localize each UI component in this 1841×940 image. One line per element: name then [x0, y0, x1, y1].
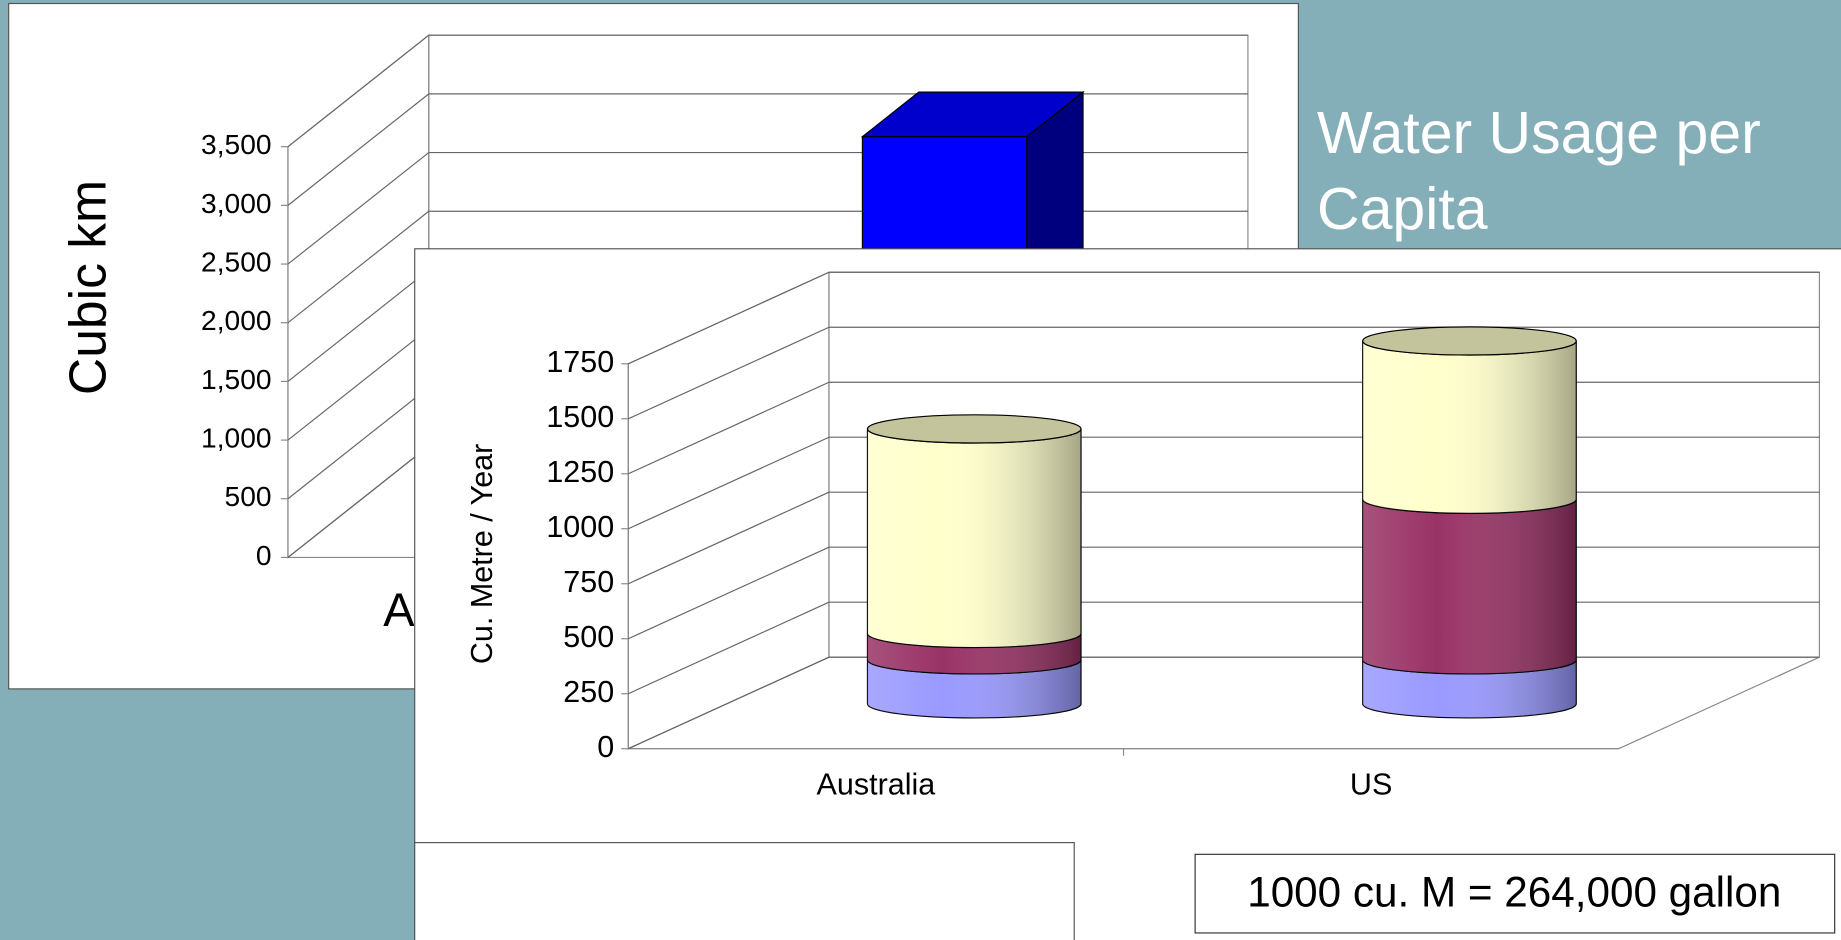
grid-line [628, 436, 830, 530]
annotation: 1000 cu. M = 264,000 gallon [1247, 869, 1781, 916]
y-tick-label: 1000 [546, 510, 614, 544]
shading [1362, 340, 1577, 514]
y-tick-label: 1250 [546, 455, 614, 489]
grid-line [287, 386, 430, 500]
y-tick-label: 0 [597, 730, 614, 764]
y-tick-label: 0 [256, 540, 272, 571]
y-tick-label: 250 [563, 675, 614, 709]
y-tick-label: 1500 [546, 400, 614, 434]
annotation-box [1194, 853, 1836, 934]
x-tick-label: Australia [817, 767, 936, 801]
cylinder-top [1362, 326, 1577, 356]
x-tick-label: US [1350, 767, 1392, 801]
grid-line [287, 269, 430, 382]
chart-panel [414, 248, 1841, 940]
y-tick-label: 1,000 [201, 423, 271, 454]
legend [414, 842, 1075, 940]
shading [867, 428, 1082, 648]
shading [1362, 659, 1577, 718]
y-tick-label: 500 [225, 481, 272, 512]
y-tick-label: 1750 [546, 345, 614, 379]
grid-line [287, 328, 430, 441]
shading [867, 633, 1082, 674]
y-axis-label: Cubic km [59, 180, 117, 395]
grid-line [628, 656, 830, 750]
shading [1362, 499, 1577, 674]
grid-line [628, 546, 830, 640]
grid-line [287, 93, 430, 206]
shading [867, 659, 1082, 718]
grid-line [287, 445, 430, 558]
y-tick-label: 3,500 [201, 129, 271, 160]
grid-line [287, 34, 430, 148]
y-tick-label: 2,500 [201, 246, 271, 277]
grid-line [628, 491, 830, 585]
y-tick-label: 2,000 [201, 305, 271, 336]
grid-line [628, 381, 830, 475]
grid-line [628, 271, 830, 365]
cylinder-top [866, 414, 1082, 444]
y-tick-label: 500 [563, 620, 614, 654]
y-tick-label: 1,500 [201, 364, 271, 395]
y-tick-label: 750 [563, 565, 614, 599]
slide-title: Water Usage per Capita [1317, 100, 1761, 242]
grid-line [287, 210, 430, 324]
front-chart: 02505007501000125015001750AustraliaUSDom… [414, 248, 1841, 940]
grid-line [628, 601, 830, 695]
y-axis-label: Cu. Metre / Year [465, 444, 499, 664]
y-tick-label: 3,000 [201, 188, 271, 219]
grid-line [287, 152, 430, 265]
grid-line [628, 326, 830, 420]
x-tick-label: A [383, 584, 415, 636]
